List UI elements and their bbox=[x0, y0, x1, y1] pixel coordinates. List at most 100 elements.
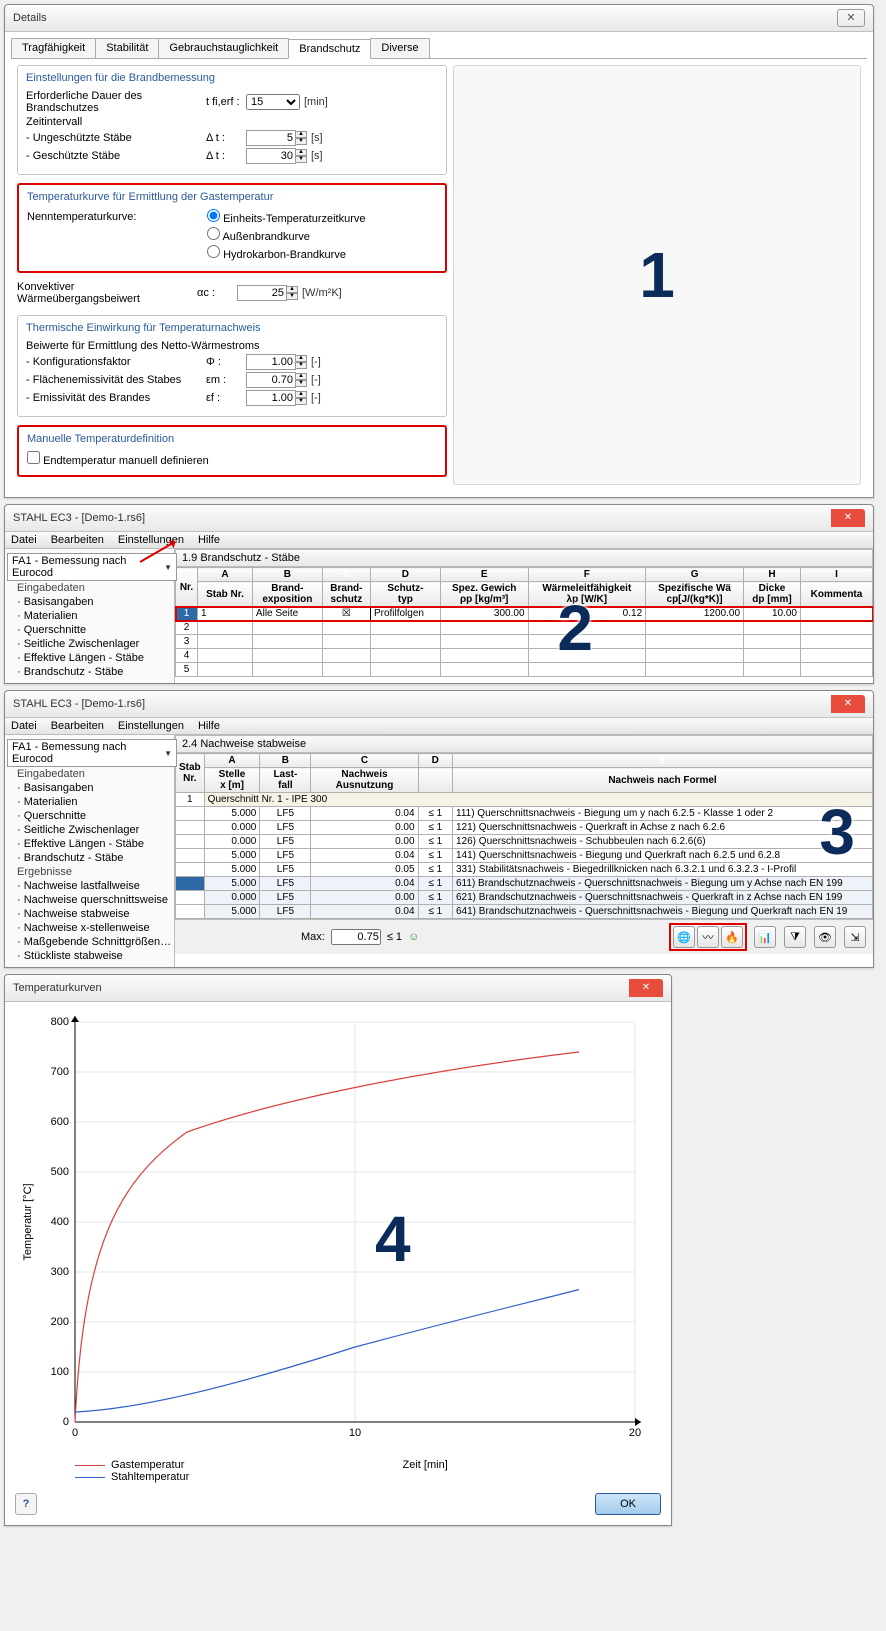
close-icon[interactable]: ✕ bbox=[831, 509, 865, 527]
tab-stabilität[interactable]: Stabilität bbox=[95, 38, 159, 58]
manual-checkbox[interactable]: Endtemperatur manuell definieren bbox=[27, 455, 209, 467]
table-row[interactable]: 5.000LF50.05≤ 1331) Stabilitätsnachweis … bbox=[176, 863, 873, 877]
table-row[interactable]: 5.000LF50.04≤ 1641) Brandschutznachweis … bbox=[176, 905, 873, 919]
tree-item[interactable]: · Nachweise lastfallweise bbox=[7, 879, 172, 893]
x-axis-label: Zeit [min] bbox=[189, 1459, 661, 1483]
tree-heading: Eingabedaten bbox=[7, 581, 172, 595]
em-input[interactable] bbox=[246, 372, 296, 388]
ef-spinner[interactable]: ▲▼ bbox=[295, 391, 307, 405]
protected-input[interactable] bbox=[246, 148, 296, 164]
ef-label: - Emissivität des Brandes bbox=[26, 392, 206, 404]
fa-combo[interactable]: FA1 - Bemessung nach Eurocod bbox=[7, 739, 177, 767]
tree-item[interactable]: · Seitliche Zwischenlager bbox=[7, 823, 172, 837]
em-unit: [-] bbox=[311, 374, 321, 386]
table-row[interactable]: 5.000LF50.04≤ 1611) Brandschutznachweis … bbox=[176, 877, 873, 891]
interval-label: Zeitintervall bbox=[26, 116, 206, 128]
group-settings-title: Einstellungen für die Brandbemessung bbox=[26, 72, 438, 84]
conv-unit: [W/m²K] bbox=[302, 287, 342, 299]
tree-item[interactable]: · Effektive Längen - Stäbe bbox=[7, 651, 172, 665]
tab-brandschutz[interactable]: Brandschutz bbox=[288, 39, 371, 59]
unprotected-input[interactable] bbox=[246, 130, 296, 146]
radio-aussen[interactable]: Außenbrandkurve bbox=[207, 227, 437, 243]
tree-item[interactable]: · Materialien bbox=[7, 609, 172, 623]
help-button[interactable]: ? bbox=[15, 1493, 37, 1515]
tree-item[interactable]: · Querschnitte bbox=[7, 623, 172, 637]
section-title: 2.4 Nachweise stabweise bbox=[175, 735, 873, 753]
tree-item[interactable]: · Basisangaben bbox=[7, 595, 172, 609]
legend-gas: Gastemperatur bbox=[75, 1459, 189, 1471]
phi-input[interactable] bbox=[246, 354, 296, 370]
menu-bearbeiten[interactable]: Bearbeiten bbox=[51, 720, 104, 732]
table-row[interactable]: 0.000LF50.00≤ 1126) Querschnittsnachweis… bbox=[176, 835, 873, 849]
menu-datei[interactable]: Datei bbox=[11, 534, 37, 546]
tree-item[interactable]: · Nachweise x-stellenweise bbox=[7, 921, 172, 935]
radio-etk[interactable]: Einheits-Temperaturzeitkurve bbox=[207, 209, 387, 225]
tree-item[interactable]: · Nachweise stabweise bbox=[7, 907, 172, 921]
fa-combo[interactable]: FA1 - Bemessung nach Eurocod bbox=[7, 553, 177, 581]
table-row[interactable]: 5.000LF50.04≤ 1141) Querschnittsnachweis… bbox=[176, 849, 873, 863]
table-row[interactable]: 5 bbox=[176, 663, 873, 677]
menu-hilfe[interactable]: Hilfe bbox=[198, 720, 220, 732]
table-row[interactable]: 11Alle Seite☒Profilfolgen300.000.121200.… bbox=[176, 607, 873, 621]
chart-icon[interactable]: 📊 bbox=[754, 926, 776, 948]
table-row[interactable]: 3 bbox=[176, 635, 873, 649]
tree-item[interactable]: · Stückliste stabweise bbox=[7, 949, 172, 963]
tree-item[interactable]: · Maßgebende Schnittgrößen sta bbox=[7, 935, 172, 949]
svg-text:500: 500 bbox=[51, 1166, 69, 1178]
globe-icon[interactable]: 🌐 bbox=[673, 926, 695, 948]
svg-text:800: 800 bbox=[51, 1016, 69, 1028]
radio-hydro[interactable]: Hydrokarbon-Brandkurve bbox=[207, 245, 437, 261]
details-dialog: Details ✕ TragfähigkeitStabilitätGebrauc… bbox=[4, 4, 874, 498]
close-icon[interactable]: ✕ bbox=[831, 695, 865, 713]
conv-input[interactable] bbox=[237, 285, 287, 301]
menu-hilfe[interactable]: Hilfe bbox=[198, 534, 220, 546]
overlay-number-1: 1 bbox=[639, 238, 675, 312]
table-row[interactable]: 2 bbox=[176, 621, 873, 635]
tree-item[interactable]: · Querschnitte bbox=[7, 809, 172, 823]
results-grid[interactable]: StabNr.ABCDEStellex [m]Last-fallNachweis… bbox=[175, 753, 873, 919]
tree-item[interactable]: · Brandschutz - Stäbe bbox=[7, 851, 172, 865]
ef-input[interactable] bbox=[246, 390, 296, 406]
tree-item[interactable]: · Nachweise querschnittsweise bbox=[7, 893, 172, 907]
menu-datei[interactable]: Datei bbox=[11, 720, 37, 732]
curve-icon[interactable]: 〰 bbox=[697, 926, 719, 948]
tempcurve-label: Nenntemperaturkurve: bbox=[27, 211, 207, 223]
ok-button[interactable]: OK bbox=[595, 1493, 661, 1515]
filter-icon[interactable]: ⧩ bbox=[784, 926, 806, 948]
export-icon[interactable]: ⇲ bbox=[844, 926, 866, 948]
close-icon[interactable]: ✕ bbox=[629, 979, 663, 997]
tab-gebrauchstauglichkeit[interactable]: Gebrauchstauglichkeit bbox=[158, 38, 289, 58]
svg-text:10: 10 bbox=[349, 1427, 361, 1439]
menu-bearbeiten[interactable]: Bearbeiten bbox=[51, 534, 104, 546]
tree-item[interactable]: · Basisangaben bbox=[7, 781, 172, 795]
svg-text:0: 0 bbox=[63, 1416, 69, 1428]
smiley-icon: ☺ bbox=[408, 931, 419, 943]
protected-spinner[interactable]: ▲▼ bbox=[295, 149, 307, 163]
unprotected-symbol: Δ t : bbox=[206, 132, 246, 144]
phi-spinner[interactable]: ▲▼ bbox=[295, 355, 307, 369]
svg-text:100: 100 bbox=[51, 1366, 69, 1378]
tab-diverse[interactable]: Diverse bbox=[370, 38, 429, 58]
eye-icon[interactable]: 👁 bbox=[814, 926, 836, 948]
conv-label: Konvektiver Wärmeübergangsbeiwert bbox=[17, 281, 197, 305]
conv-spinner[interactable]: ▲▼ bbox=[286, 286, 298, 300]
table-row[interactable]: 4 bbox=[176, 649, 873, 663]
tab-tragfähigkeit[interactable]: Tragfähigkeit bbox=[11, 38, 96, 58]
unprotected-spinner[interactable]: ▲▼ bbox=[295, 131, 307, 145]
table-row[interactable]: 0.000LF50.00≤ 1621) Brandschutznachweis … bbox=[176, 891, 873, 905]
tree-item[interactable]: · Effektive Längen - Stäbe bbox=[7, 837, 172, 851]
em-spinner[interactable]: ▲▼ bbox=[295, 373, 307, 387]
tree-item[interactable]: · Seitliche Zwischenlager bbox=[7, 637, 172, 651]
tree-item[interactable]: · Materialien bbox=[7, 795, 172, 809]
duration-symbol: t fi,erf : bbox=[206, 96, 246, 108]
tree-item[interactable]: · Brandschutz - Stäbe bbox=[7, 665, 172, 679]
stahl-input-titlebar: STAHL EC3 - [Demo-1.rs6] ✕ bbox=[5, 505, 873, 532]
menu-einstellungen[interactable]: Einstellungen bbox=[118, 720, 184, 732]
table-row[interactable]: 5.000LF50.04≤ 1111) Querschnittsnachweis… bbox=[176, 807, 873, 821]
duration-unit: [min] bbox=[304, 96, 328, 108]
fire-icon[interactable]: 🔥 bbox=[721, 926, 743, 948]
table-row[interactable]: 0.000LF50.00≤ 1121) Querschnittsnachweis… bbox=[176, 821, 873, 835]
duration-select[interactable]: 15 bbox=[246, 94, 300, 110]
input-grid[interactable]: Nr.ABCDEFGHIStab Nr.Brand-expositionBran… bbox=[175, 567, 873, 677]
close-icon[interactable]: ✕ bbox=[837, 9, 865, 27]
